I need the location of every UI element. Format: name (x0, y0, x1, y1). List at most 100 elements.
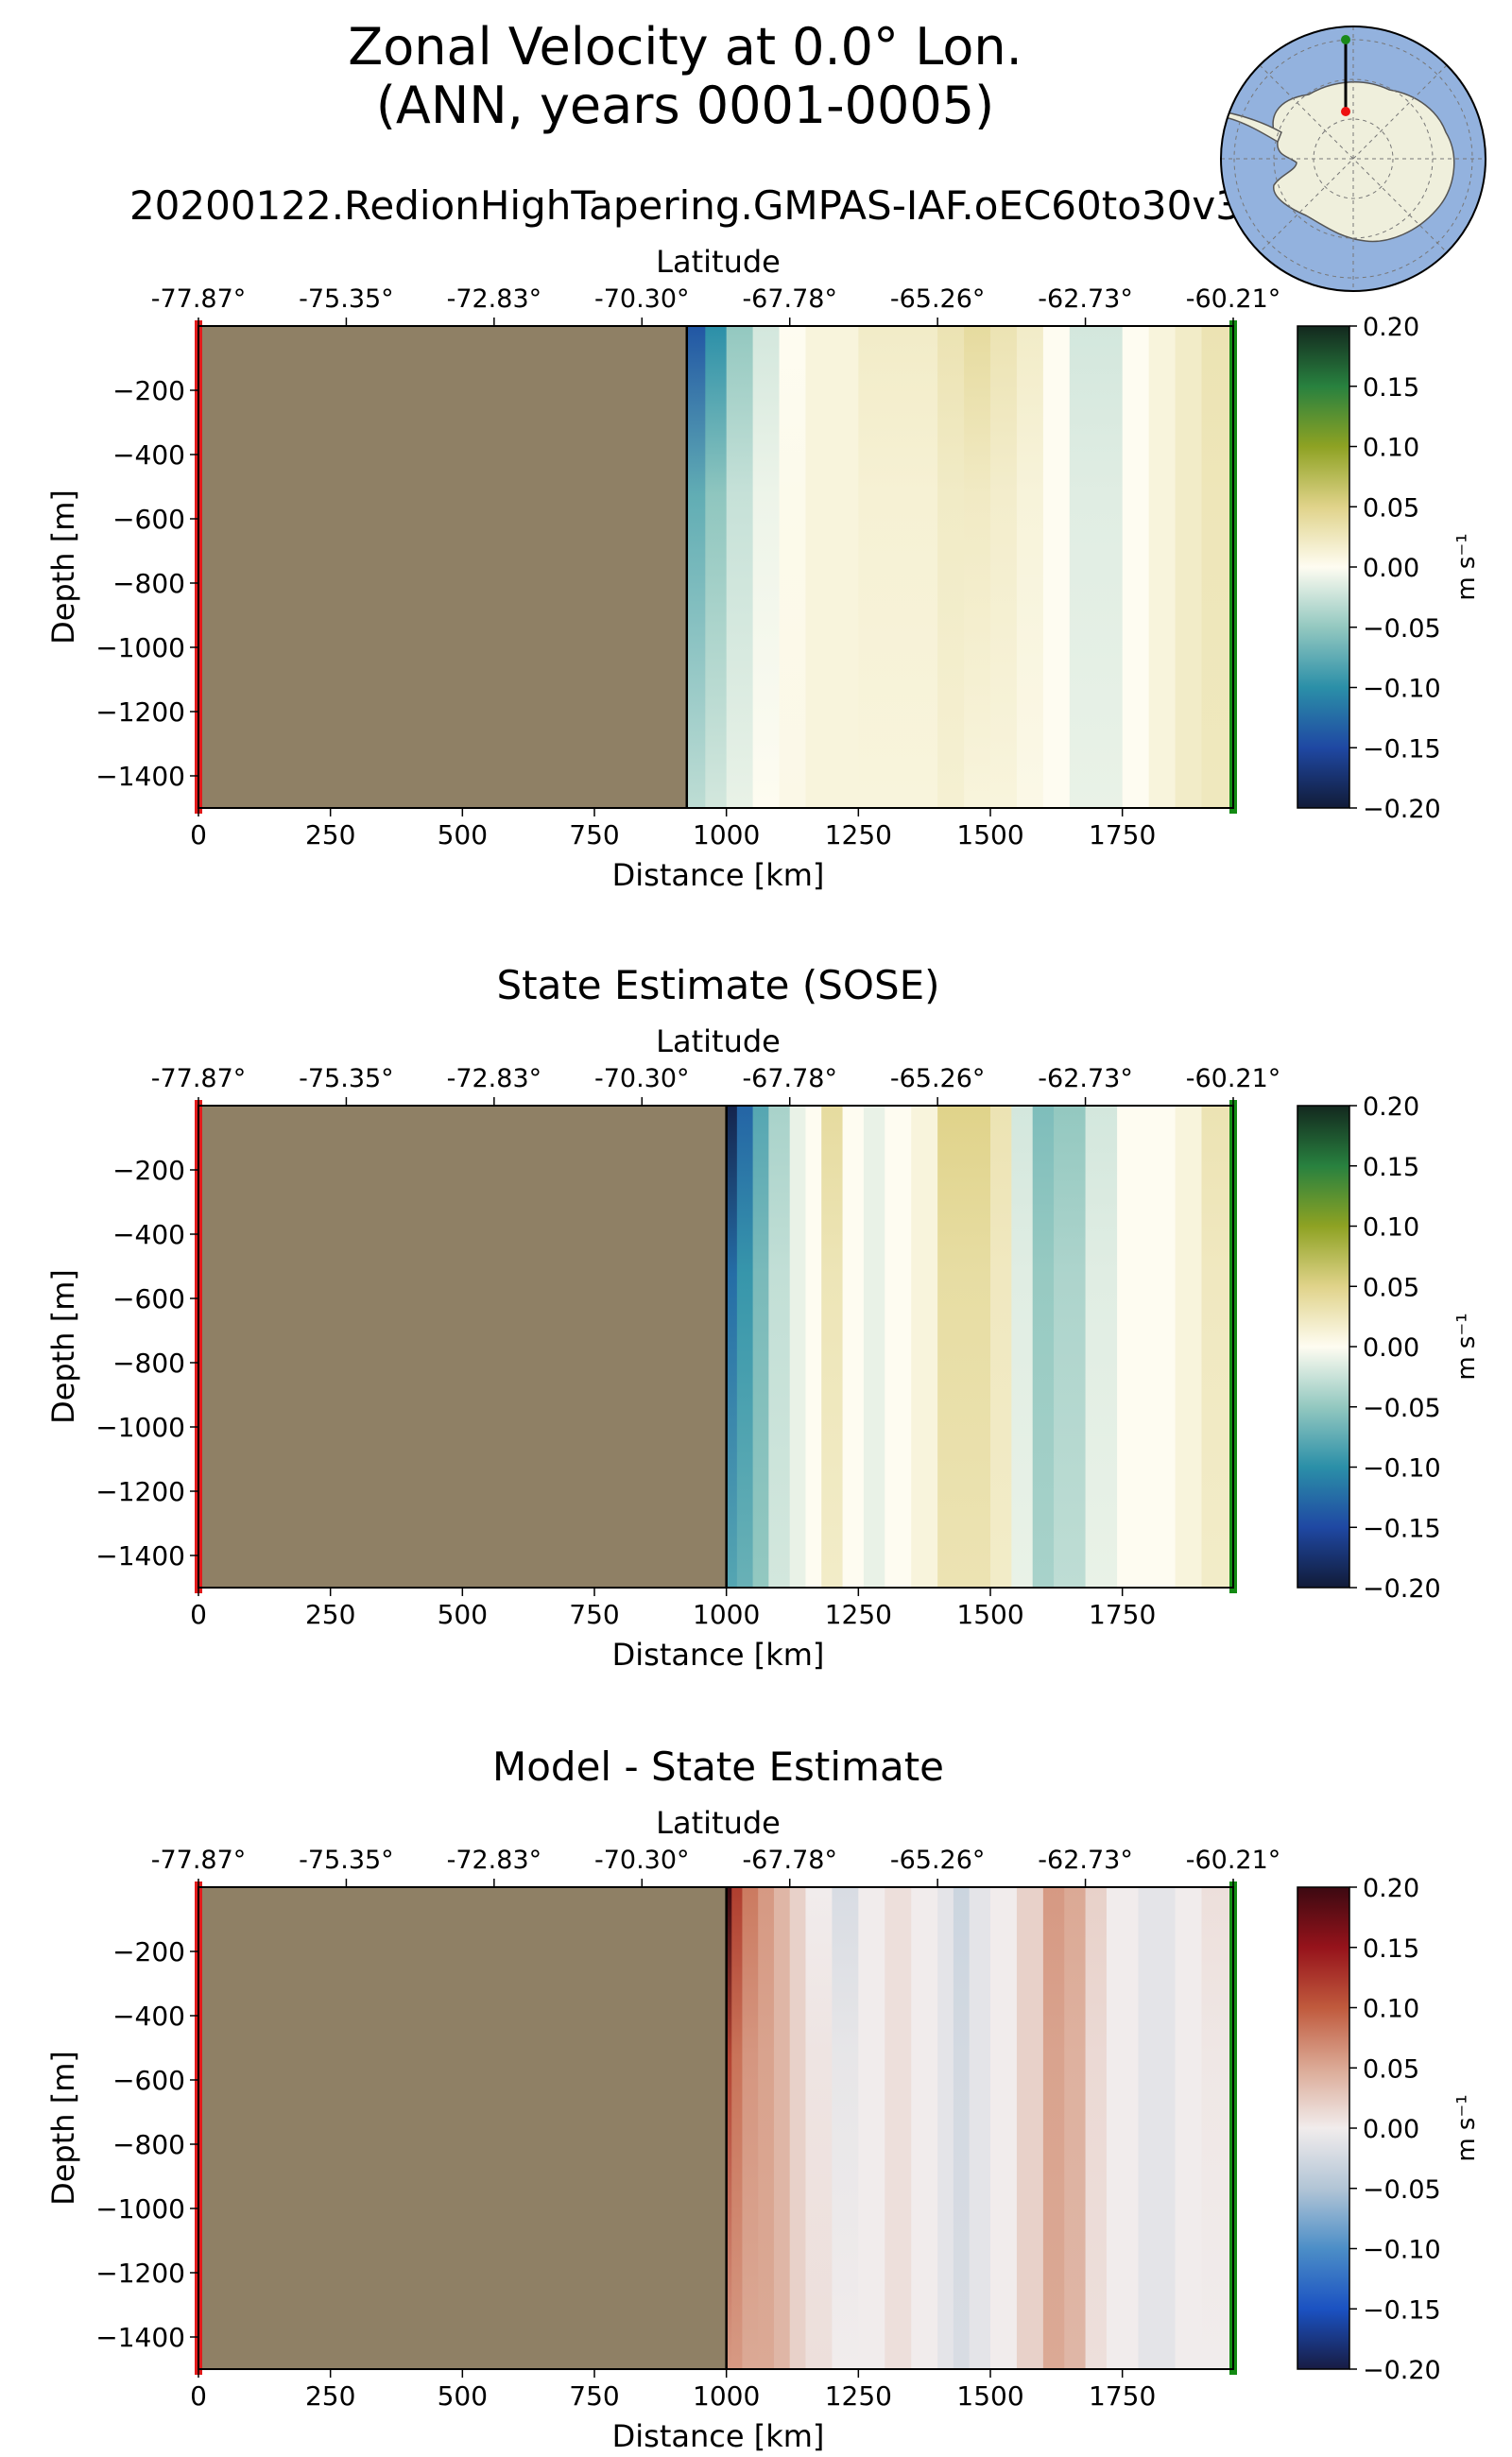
data-column (969, 1887, 991, 2369)
y-tick-label: −400 (112, 2001, 185, 2032)
colorbar-tick-label: 0.10 (1363, 1213, 1419, 1243)
latitude-tick-label: -62.73° (1038, 1846, 1133, 1875)
latitude-tick-label: -65.26° (890, 1064, 986, 1093)
land-mask (198, 326, 687, 808)
x-tick-label: 0 (190, 819, 207, 850)
data-column (937, 1887, 954, 2369)
x-tick-label: 1250 (825, 1599, 892, 1630)
data-column (832, 326, 859, 808)
data-column (705, 326, 728, 808)
colorbar-tick-label: 0.15 (1363, 1153, 1419, 1182)
x-tick-label: 1500 (956, 2380, 1023, 2412)
colorbar-tick-label: 0.10 (1363, 434, 1419, 463)
data-column (1138, 1887, 1177, 2369)
data-column (858, 326, 885, 808)
x-axis-label: Distance [km] (612, 1637, 825, 1673)
latitude-tick-label: -75.35° (299, 1064, 394, 1093)
y-tick-label: −1400 (95, 1540, 185, 1572)
inset-land-group (1221, 26, 1486, 291)
data-column (752, 326, 781, 808)
data-column (789, 1887, 807, 2369)
data-column (1069, 326, 1097, 808)
data-column (964, 326, 991, 808)
data-column (990, 1106, 1012, 1588)
latitude-tick-label: -72.83° (447, 1064, 542, 1093)
x-tick-label: 250 (305, 1599, 355, 1630)
y-tick-label: −1200 (95, 696, 185, 728)
data-column (726, 1106, 738, 1588)
data-column (1175, 1887, 1203, 2369)
colorbar-tick-label: −0.20 (1363, 2356, 1441, 2385)
colorbar-tick-label: 0.00 (1363, 554, 1419, 583)
y-tick-label: −400 (112, 1219, 185, 1250)
latitude-tick-label: -60.21° (1186, 1846, 1281, 1875)
data-column (1175, 326, 1203, 808)
data-column (758, 1887, 775, 2369)
x-tick-label: 1750 (1089, 819, 1156, 850)
colorbar-tick-label: −0.10 (1363, 675, 1441, 704)
data-column (726, 326, 754, 808)
colorbar-label: m s⁻¹ (1452, 1313, 1481, 1380)
y-axis-label: Depth [m] (45, 2051, 81, 2206)
colorbar-tick-label: −0.10 (1363, 2236, 1441, 2265)
panel-title: Model - State Estimate (492, 1744, 944, 1790)
x-tick-label: 0 (190, 2380, 207, 2412)
x-axis-label: Distance [km] (612, 2418, 825, 2454)
x-tick-label: 750 (569, 1599, 619, 1630)
y-tick-label: −800 (112, 1348, 185, 1379)
data-column (885, 326, 912, 808)
data-column (1011, 1106, 1034, 1588)
latitude-tick-label: -70.30° (594, 1064, 690, 1093)
data-column (937, 1106, 965, 1588)
inset-map (1220, 26, 1486, 292)
colorbar-label: m s⁻¹ (1452, 533, 1481, 600)
latitude-tick-label: -65.26° (890, 284, 986, 314)
x-tick-label: 1000 (693, 2380, 760, 2412)
data-column (911, 1106, 938, 1588)
data-column (805, 1106, 822, 1588)
x-tick-label: 1750 (1089, 2380, 1156, 2412)
data-column (768, 1106, 791, 1588)
data-column (911, 326, 938, 808)
y-tick-label: −200 (112, 375, 185, 406)
x-tick-label: 0 (190, 1599, 207, 1630)
data-column (858, 1887, 885, 2369)
data-column (1201, 326, 1234, 808)
colorbar (1297, 1105, 1350, 1589)
data-column (937, 326, 965, 808)
y-tick-label: −200 (112, 1155, 185, 1186)
x-tick-label: 750 (569, 2380, 619, 2412)
x-tick-label: 1500 (956, 819, 1023, 850)
data-column (726, 1887, 732, 2369)
y-axis-label: Depth [m] (45, 490, 81, 644)
latitude-tick-label: -75.35° (299, 1846, 394, 1875)
colorbar-tick-label: −0.05 (1363, 1394, 1441, 1423)
y-tick-label: −1200 (95, 1476, 185, 1507)
data-column (1054, 1106, 1087, 1588)
x-tick-label: 1250 (825, 2380, 892, 2412)
colorbar-label: m s⁻¹ (1452, 2094, 1481, 2161)
colorbar-tick-label: −0.15 (1363, 1514, 1441, 1543)
colorbar-tick-label: −0.15 (1363, 2295, 1441, 2325)
y-tick-label: −800 (112, 2129, 185, 2160)
colorbar-tick-label: 0.05 (1363, 493, 1419, 523)
x-tick-label: 1000 (693, 1599, 760, 1630)
data-column (990, 1887, 1018, 2369)
data-column (805, 1887, 833, 2369)
colorbar-tick-label: 0.20 (1363, 1874, 1419, 1903)
data-column (742, 1887, 759, 2369)
y-axis-label: Depth [m] (45, 1269, 81, 1424)
colorbar-tick-label: 0.00 (1363, 1333, 1419, 1363)
x-tick-label: 1000 (693, 819, 760, 850)
inset-transect-end-marker (1341, 35, 1350, 44)
y-tick-label: −1000 (95, 632, 185, 663)
latitude-tick-label: -70.30° (594, 284, 690, 314)
y-tick-label: −600 (112, 1283, 185, 1314)
data-column (1064, 1887, 1087, 2369)
y-tick-label: −600 (112, 2065, 185, 2096)
model-panel: 20200122.RedionHighTapering.GMPAS-IAF.oE… (45, 182, 1481, 893)
data-column (1122, 326, 1150, 808)
data-column (1095, 326, 1124, 808)
latitude-tick-label: -77.87° (151, 1846, 247, 1875)
latitude-tick-label: -65.26° (890, 1846, 986, 1875)
